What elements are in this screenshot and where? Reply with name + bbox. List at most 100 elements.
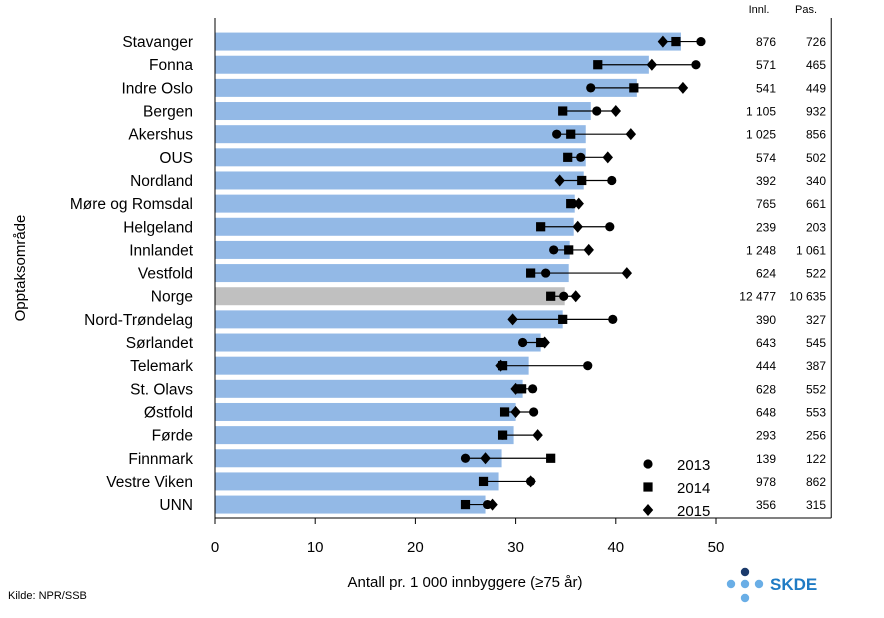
category-label: Sørlandet [126, 335, 194, 352]
table-innl-value: 571 [756, 58, 776, 72]
marker-2015 [621, 267, 633, 280]
bar [215, 264, 569, 283]
marker-2014 [558, 314, 568, 324]
category-label: OUS [159, 150, 193, 167]
marker-2015 [646, 58, 658, 71]
marker-2013 [552, 129, 562, 139]
marker-2015 [554, 174, 565, 187]
marker-2015 [572, 220, 583, 233]
bar [215, 148, 586, 167]
marker-2014 [671, 36, 681, 47]
x-tick-label: 30 [507, 539, 524, 556]
marker-2014 [593, 60, 603, 70]
x-tick-label: 40 [607, 539, 624, 556]
table-pas-value: 661 [806, 197, 826, 211]
table-pas-value: 1 061 [796, 243, 826, 257]
marker-2015 [495, 359, 506, 372]
marker-2015 [525, 475, 536, 488]
marker-2015 [573, 197, 584, 210]
bar [215, 426, 514, 445]
bar [215, 402, 516, 421]
table-pas-value: 122 [806, 452, 826, 466]
category-label: Finnmark [128, 451, 193, 468]
bar [215, 102, 591, 121]
marker-2015 [657, 35, 669, 48]
marker-2014 [563, 152, 573, 162]
table-innl-value: 624 [756, 267, 776, 281]
bar [215, 379, 523, 398]
marker-2015 [532, 429, 543, 442]
marker-2013 [592, 106, 602, 116]
marker-2015 [677, 81, 689, 94]
table-innl-value: 139 [756, 452, 776, 466]
x-tick-label: 20 [407, 539, 424, 556]
bar [215, 217, 574, 236]
table-pas-value: 545 [806, 336, 826, 350]
legend-label: 2013 [677, 457, 710, 474]
table-innl-value: 356 [756, 498, 776, 512]
x-tick-label: 50 [708, 539, 725, 556]
marker-2015 [625, 128, 637, 141]
table-pas-value: 553 [806, 405, 826, 419]
table-pas-value: 203 [806, 220, 826, 234]
marker-2015 [507, 313, 518, 326]
marker-2013 [529, 407, 539, 417]
marker-2015 [583, 243, 594, 256]
x-tick-label: 10 [307, 539, 324, 556]
table-pas-value: 256 [806, 429, 826, 443]
bar [215, 240, 570, 259]
bar [215, 78, 637, 97]
bar [215, 449, 502, 468]
x-tick-label: 0 [211, 539, 219, 556]
table-innl-value: 574 [756, 151, 776, 165]
category-label: Akershus [128, 127, 193, 144]
category-label: Norge [151, 289, 193, 306]
logo-dot-icon [740, 567, 750, 577]
legend-marker-2015 [642, 504, 654, 516]
table-innl-value: 876 [756, 35, 776, 49]
marker-2013 [528, 384, 538, 394]
category-label: Stavanger [122, 34, 193, 51]
y-axis-label: Opptaksområde [12, 215, 29, 322]
bar [215, 495, 486, 514]
table-header-pas: Pas. [795, 4, 817, 16]
marker-2013 [586, 83, 596, 93]
marker-2015 [480, 452, 491, 465]
marker-2015 [570, 290, 581, 303]
marker-2013 [691, 60, 701, 70]
marker-2013 [696, 36, 706, 47]
bar [215, 287, 565, 306]
category-label: Fonna [149, 57, 193, 74]
plot-area: 0 10 20 30 40 50 Antall pr. 1 000 innbyggere (… [12, 4, 832, 591]
skde-logo: SKDE [726, 567, 817, 603]
category-label: Østfold [144, 404, 193, 421]
bar [215, 356, 529, 375]
category-label: Bergen [143, 104, 193, 121]
marker-2014 [526, 268, 536, 278]
marker-2013 [559, 291, 569, 301]
marker-2014 [629, 83, 639, 93]
table-pas-value: 465 [806, 58, 826, 72]
marker-2013 [460, 453, 471, 463]
marker-2014 [566, 199, 576, 209]
marker-2015 [487, 498, 498, 511]
category-label: Innlandet [129, 242, 193, 259]
category-label: UNN [159, 497, 193, 514]
table-innl-value: 765 [756, 197, 776, 211]
category-label: Møre og Romsdal [70, 196, 193, 213]
marker-2015 [539, 336, 550, 349]
marker-2013 [607, 175, 617, 186]
logo-text: SKDE [770, 575, 817, 594]
marker-2013 [583, 361, 593, 371]
table-innl-value: 648 [756, 405, 776, 419]
category-label: St. Olavs [130, 381, 193, 398]
table-pas-value: 387 [806, 359, 826, 373]
marker-2014 [566, 129, 576, 139]
category-label: Nord-Trøndelag [84, 312, 193, 329]
bar [215, 333, 541, 352]
marker-2014 [577, 175, 587, 186]
bar [215, 310, 563, 329]
legend-marker-2014 [643, 482, 653, 492]
source-note: Kilde: NPR/SSB [8, 590, 87, 602]
marker-2015 [602, 151, 613, 164]
